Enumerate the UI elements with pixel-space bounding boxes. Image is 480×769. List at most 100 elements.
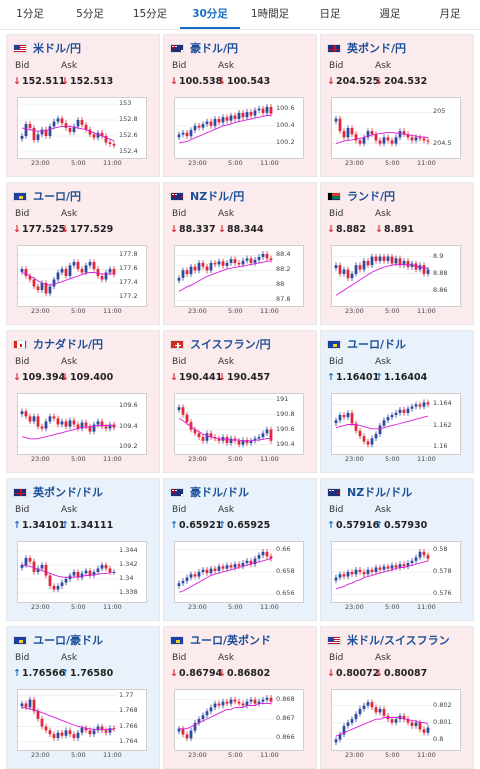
currency-pair-link[interactable]: 豪ドル/ドル: [190, 486, 250, 499]
candle-body: [72, 262, 76, 266]
rate-card[interactable]: NZドル/ドル Bid Ask ↑0.57916 ↑0.57930 0.58 0.578 0.…: [320, 478, 474, 621]
candlestick-chart[interactable]: [331, 245, 461, 307]
bid-ask-labels: Bid Ask: [13, 61, 153, 72]
bid-label: Bid: [329, 61, 344, 71]
tab-0[interactable]: 1分足: [16, 8, 44, 20]
bid-label: Bid: [329, 653, 344, 663]
candlestick-chart[interactable]: [17, 541, 147, 603]
tab-1[interactable]: 5分足: [76, 8, 104, 20]
currency-pair-link[interactable]: ユーロ/豪ドル: [33, 634, 104, 647]
tab-3[interactable]: 30分足: [180, 0, 240, 29]
candle-body: [257, 555, 261, 559]
candle-body: [265, 253, 269, 259]
rate-card[interactable]: 米ドル/スイスフラン Bid Ask ↓0.80072 ↓0.80087 0.802 0.8…: [320, 626, 474, 769]
rate-card[interactable]: 米ドル/円 Bid Ask ↓152.511 ↓152.513 153 152.8 152.6…: [6, 34, 160, 177]
candle-body: [418, 551, 422, 558]
rate-card[interactable]: ユーロ/円 Bid Ask ↓177.525 ↓177.529 177.8 177.6 177…: [6, 182, 160, 325]
y-tick-label: 1.77: [119, 690, 134, 699]
rate-card[interactable]: ユーロ/英ポンド Bid Ask ↓0.86794 ↓0.86802 0.868 0.867…: [163, 626, 317, 769]
currency-pair-link[interactable]: NZドル/円: [190, 190, 245, 203]
y-tick-label: 0.578: [433, 567, 452, 575]
currency-pair-link[interactable]: NZドル/ドル: [347, 486, 413, 499]
rate-card[interactable]: ランド/円 Bid Ask ↓8.882 ↓8.891 8.9 8.88 8.86 23:00 5…: [320, 182, 474, 325]
candle-body: [390, 565, 394, 569]
candlestick-chart[interactable]: [331, 97, 461, 159]
chart-svg: [332, 253, 432, 296]
candle-body: [189, 130, 193, 137]
currency-pair-link[interactable]: ユーロ/円: [33, 190, 82, 203]
candle-body: [24, 558, 28, 565]
rate-card[interactable]: ユーロ/ドル Bid Ask ↑1.16401 ↑1.16404 1.164 1.162 1.…: [320, 330, 474, 473]
x-tick-label: 23:00: [31, 307, 50, 315]
candlestick-chart[interactable]: [17, 97, 147, 159]
candle-body: [24, 269, 28, 276]
currency-pair-link[interactable]: スイスフラン/円: [190, 338, 271, 351]
card-header: ユーロ/豪ドル: [13, 632, 153, 648]
ask-label: Ask: [218, 61, 235, 71]
candle-body: [20, 411, 24, 415]
candle-body: [338, 415, 342, 421]
currency-pair-link[interactable]: ユーロ/ドル: [347, 338, 407, 351]
rate-card[interactable]: カナダドル/円 Bid Ask ↓109.394 ↓109.400 109.6 109.4 1…: [6, 330, 160, 473]
y-axis-labels: 1.77 1.768 1.766 1.764: [119, 689, 153, 751]
rate-card[interactable]: 英ポンド/ドル Bid Ask ↑1.34101 ↑1.34111 1.344 1.342 1…: [6, 478, 160, 621]
candle-body: [88, 129, 92, 135]
currency-pair-link[interactable]: 米ドル/スイスフラン: [347, 634, 450, 647]
currency-pair-link[interactable]: ランド/円: [347, 190, 396, 203]
candle-body: [197, 433, 201, 438]
candle-body: [201, 569, 205, 572]
candle-body: [108, 142, 112, 144]
candle-body: [229, 565, 233, 568]
candle-body: [217, 261, 221, 265]
candlestick-chart[interactable]: [174, 393, 304, 455]
candle-body: [366, 441, 370, 445]
card-header: 豪ドル/円: [170, 40, 310, 56]
bid-ask-prices: ↓190.441 ↓190.457: [170, 372, 310, 384]
candlestick-chart[interactable]: [174, 689, 304, 751]
rate-card[interactable]: 豪ドル/円 Bid Ask ↓100.538 ↓100.543 100.6 100.4 100…: [163, 34, 317, 177]
tab-5[interactable]: 日足: [319, 8, 341, 20]
rate-card[interactable]: 豪ドル/ドル Bid Ask ↑0.65921 ↑0.65925 0.66 0.658 0.6…: [163, 478, 317, 621]
arrow-down-icon: ↓: [375, 668, 383, 679]
candle-body: [414, 722, 418, 726]
candle-body: [217, 438, 221, 441]
tab-7[interactable]: 月足: [439, 8, 461, 20]
candlestick-chart[interactable]: [17, 689, 147, 751]
y-tick-label: 1.34: [119, 574, 134, 582]
candle-body: [374, 434, 378, 439]
currency-pair-link[interactable]: 豪ドル/円: [190, 42, 239, 55]
candlestick-chart[interactable]: [331, 689, 461, 751]
ask-label: Ask: [218, 505, 235, 515]
tab-6[interactable]: 週足: [379, 8, 401, 20]
candlestick-chart[interactable]: [174, 541, 304, 603]
candle-body: [44, 565, 48, 576]
tab-4[interactable]: 1時間足: [250, 8, 290, 20]
currency-pair-link[interactable]: 英ポンド/円: [347, 42, 407, 55]
candlestick-chart[interactable]: [331, 393, 461, 455]
bid-ask-labels: Bid Ask: [327, 61, 467, 72]
candlestick-chart[interactable]: [331, 541, 461, 603]
currency-pair-link[interactable]: 英ポンド/ドル: [33, 486, 104, 499]
rate-card[interactable]: 英ポンド/円 Bid Ask ↓204.525 ↓204.532 205 204.5 23:0…: [320, 34, 474, 177]
y-axis-labels: 153 152.8 152.6 152.4: [119, 97, 153, 159]
bid-price: ↓0.86794: [170, 668, 222, 680]
currency-pair-link[interactable]: 米ドル/円: [33, 42, 82, 55]
rate-card[interactable]: ユーロ/豪ドル Bid Ask ↑1.76566 ↑1.76580 1.77 1.768 1.…: [6, 626, 160, 769]
candle-body: [217, 118, 221, 123]
currency-pair-link[interactable]: ユーロ/英ポンド: [190, 634, 272, 647]
bid-label: Bid: [172, 505, 187, 515]
candle-body: [92, 730, 96, 735]
candlestick-chart[interactable]: [174, 245, 304, 307]
ask-price: ↑0.57930: [375, 520, 427, 532]
candlestick-chart[interactable]: [17, 393, 147, 455]
candlestick-chart[interactable]: [174, 97, 304, 159]
x-axis-labels: 23:00 5:00 11:00: [174, 751, 279, 761]
candle-body: [209, 707, 213, 712]
currency-pair-link[interactable]: カナダドル/円: [33, 338, 104, 351]
x-tick-label: 11:00: [417, 455, 436, 463]
tab-2[interactable]: 15分足: [132, 8, 168, 20]
rate-card[interactable]: NZドル/円 Bid Ask ↓88.337 ↓88.344 88.4 88.2 88 87.8…: [163, 182, 317, 325]
rate-card[interactable]: スイスフラン/円 Bid Ask ↓190.441 ↓190.457 191 190.8 19…: [163, 330, 317, 473]
candlestick-chart[interactable]: [17, 245, 147, 307]
candle-body: [52, 121, 56, 127]
